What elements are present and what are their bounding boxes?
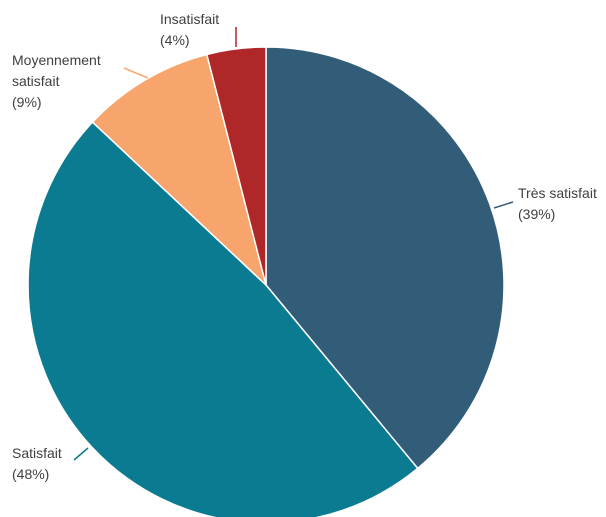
leader-lines [73,27,514,461]
slice-label-3-line-1: (4%) [160,32,190,48]
pie-slice-3 [205,46,267,286]
slice-label-3-line-0: Insatisfait [160,11,219,27]
slice-label-0-line-0: Très satisfait [518,185,597,201]
pie-slice-1 [27,121,419,517]
slice-label-0: Très satisfait (39%) [518,185,597,222]
slice-label-1: Satisfait (48%) [12,445,62,482]
slice-label-2-line-2: (9%) [12,94,42,110]
leader-line-1 [73,447,89,461]
slice-label-1-line-1: (48%) [12,466,49,482]
pie-slices [27,46,505,517]
slice-label-3: Insatisfait (4%) [160,11,219,48]
slice-label-2-line-0: Moyennement [12,52,101,68]
leader-line-2 [123,67,149,79]
pie-slice-0 [265,46,505,470]
slice-label-0-line-1: (39%) [518,206,555,222]
pie-slice-2 [91,53,268,288]
slice-label-2-line-1: satisfait [12,73,60,89]
leader-line-0 [493,201,514,209]
slice-label-2: Moyennement satisfait (9%) [12,52,101,110]
slice-label-1-line-0: Satisfait [12,445,62,461]
slice-labels: Très satisfait (39%) Satisfait (48%) Moyenne… [12,11,597,482]
